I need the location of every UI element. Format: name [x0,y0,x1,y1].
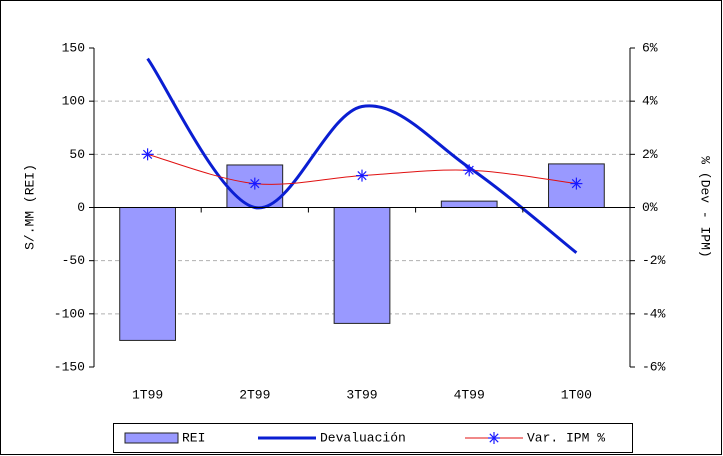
y-tick-label: 50 [69,147,85,162]
marker [463,164,476,177]
marker-stroke [489,433,499,443]
y2-tick-label: -4% [642,306,666,321]
legend [113,423,633,453]
y2-axis-label: % (Dev - IPM) [698,156,713,257]
y2-tick-label: 2% [642,147,658,162]
legend-label: REI [182,430,205,445]
marker-stroke [571,178,582,189]
x-tick-label: 4T99 [454,387,485,402]
y-tick-label: 150 [62,40,85,55]
x-tick-label: 1T00 [561,387,592,402]
y-axis-label: S/.MM (REI) [22,164,37,250]
marker [248,177,261,190]
legend-label: Devaluación [320,430,406,445]
legend-swatch [124,432,179,444]
legend-label: Var. IPM % [527,430,605,445]
bar [333,207,391,324]
y2-tick-label: 0% [642,200,658,215]
y2-tick-label: -6% [642,359,666,374]
y-tick-label: 100 [62,94,85,109]
marker-stroke [464,165,474,175]
line [146,57,578,254]
x-tick-label: 2T99 [239,387,270,402]
legend-marker [488,432,500,444]
y-tick-label: -100 [54,306,85,321]
y-tick-label: 0 [77,200,85,215]
bar [440,200,498,208]
marker [356,169,368,182]
marker-stroke [250,178,260,189]
x-tick-label: 1T99 [132,387,163,402]
bar [119,207,176,341]
marker [141,148,154,161]
y-tick-label: -150 [54,359,85,374]
marker [570,177,583,190]
y2-tick-label: -2% [642,253,666,268]
y2-tick-label: 6% [642,40,658,55]
y-tick-label: -50 [62,253,85,268]
x-tick-label: 3T99 [346,387,377,402]
marker-stroke [357,170,367,181]
y2-tick-label: 4% [642,94,658,109]
marker-stroke [142,149,153,159]
